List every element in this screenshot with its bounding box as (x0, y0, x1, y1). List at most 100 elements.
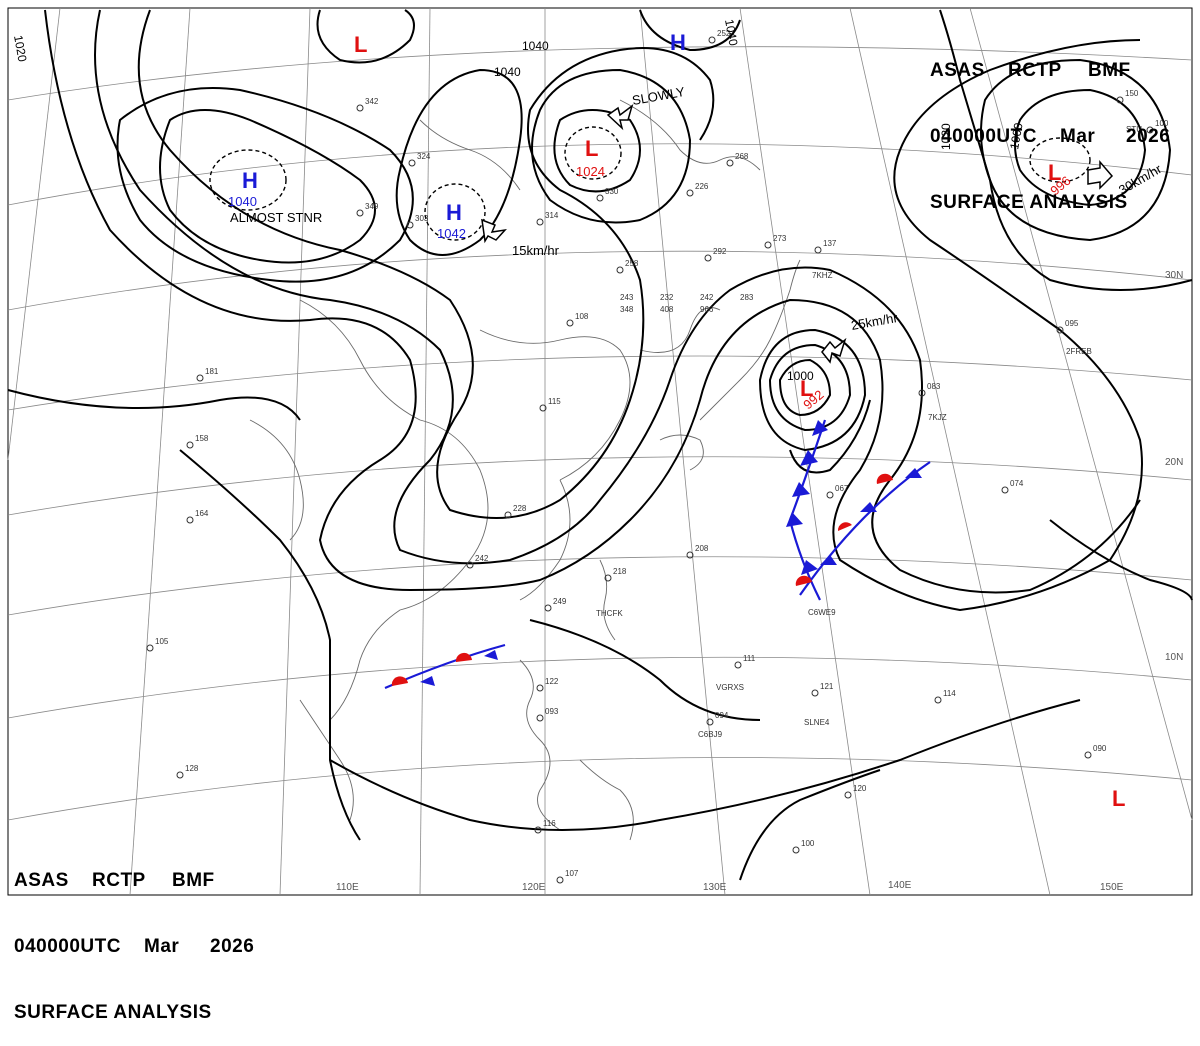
ship-id: THCFK (596, 609, 623, 618)
low-center-symbol: L (354, 32, 367, 57)
station-pressure-value: 243 (620, 293, 634, 302)
station-pressure-value: 252 (717, 29, 731, 38)
station-pressure-value: 093 (545, 707, 559, 716)
header-bottom-left: ASAS RCTP BMF 040000UTC Mar 2026 SURFACE ANA… (14, 826, 254, 1046)
isobar-labels: 1020 1040 1040 1040 1000 1020 1000 (11, 18, 1026, 383)
weather-map: 342 324 349 303 314 330 292 273 226 268 258 108 115 2… (7, 7, 1193, 896)
valid-month: Mar (1060, 126, 1096, 147)
valid-time: 040000UTC (930, 126, 1037, 147)
station-pressure-value: 094 (715, 711, 729, 720)
station-pressure-value: 105 (155, 637, 169, 646)
isobar-label: 1000 (787, 369, 814, 383)
header-top-right: ASAS RCTP BMF 040000UTC Mar 2026 SURFACE ANA… (930, 16, 1170, 236)
isobar-label: 1040 (494, 65, 521, 79)
station-pressure-value: 242 (700, 293, 714, 302)
ship-ids: 7KHZ 7KJZ 2FREB C6WE9 THCFK VGRXS C6BJ9 … (596, 125, 1142, 739)
station-pressure-value: 303 (415, 214, 429, 223)
longitude-label: 150E (1100, 882, 1124, 893)
arrow-icon (606, 104, 634, 131)
station-pressure-value: 966 (700, 305, 714, 314)
valid-year: 2026 (1126, 126, 1171, 147)
ship-id: VGRXS (716, 683, 744, 692)
longitude-label: 110E (336, 882, 359, 893)
arrow-icon (481, 218, 507, 244)
latitude-label: 30N (1165, 270, 1183, 281)
isobar-label: 1000 (1007, 121, 1025, 150)
station-pressure-value: 283 (740, 293, 754, 302)
high-center-symbol: H (446, 200, 462, 225)
station-pressure-value: 114 (943, 689, 956, 698)
station-pressure-value: 348 (620, 305, 634, 314)
analysis-title: SURFACE ANALYSIS (930, 192, 1128, 213)
valid-year: 2026 (210, 936, 255, 957)
ship-id: STU (1126, 125, 1142, 134)
isobar-label: 1040 (522, 39, 549, 53)
longitude-label: 130E (703, 882, 727, 893)
coastline (249, 99, 801, 841)
high-center-symbol: H (242, 168, 258, 193)
product-code: ASAS (14, 870, 69, 891)
station-pressure-value: 208 (695, 544, 709, 553)
station-pressure-value: 095 (1065, 319, 1079, 328)
high-center-symbol: H (670, 30, 686, 55)
graticule (7, 7, 1193, 896)
arrow-icon (1087, 159, 1114, 190)
station-pressure-value: 349 (365, 202, 379, 211)
station-pressure-value: 067 (835, 484, 849, 493)
ship-id: SLNE4 (804, 718, 830, 727)
map-frame (7, 7, 1193, 896)
station-pressure-value: 107 (565, 869, 579, 878)
station-pressure-value: 158 (195, 434, 209, 443)
station-pressure-value: 122 (545, 677, 559, 686)
motion-arrows (481, 104, 1114, 364)
station-pressure-value: 100 (1155, 119, 1169, 128)
station-code: RCTP (92, 870, 146, 891)
station-pressure-value: 330 (605, 187, 619, 196)
station-pressure-value: 111 (743, 654, 756, 663)
ship-id: 7KJZ (928, 413, 947, 422)
station-pressure-value: 258 (625, 259, 639, 268)
station-plots (146, 36, 1154, 884)
high-center-pressure: 1040 (228, 194, 257, 209)
isobar-label: 1040 (722, 18, 740, 47)
station-pressure-value: 273 (773, 234, 787, 243)
isobar-label: 1020 (939, 123, 953, 150)
station-pressure-value: 218 (613, 567, 627, 576)
isobar-label: 1020 (11, 34, 29, 63)
product-code: ASAS (930, 60, 985, 81)
low-center-symbol: L (1112, 786, 1125, 811)
high-center-pressure: 1042 (437, 226, 466, 241)
latitude-label: 20N (1165, 457, 1183, 468)
valid-time: 040000UTC (14, 936, 121, 957)
ship-id: 7KHZ (812, 271, 833, 280)
station-pressure-value: 108 (575, 312, 589, 321)
station-pressure-value: 342 (365, 97, 379, 106)
grid-labels: 110E 120E 130E 140E 150E 30N 20N 10N (336, 270, 1183, 893)
station-pressure-value: 249 (553, 597, 567, 606)
station-pressure-value: 100 (801, 839, 815, 848)
station-pressure-value: 228 (513, 504, 527, 513)
station-pressure-value: 181 (205, 367, 219, 376)
station-pressure-value: 268 (735, 152, 749, 161)
station-code: RCTP (1008, 60, 1062, 81)
station-pressure-value: 090 (1093, 744, 1107, 753)
ship-id: C6BJ9 (698, 730, 723, 739)
longitude-label: 120E (522, 882, 546, 893)
system-note: ALMOST STNR (230, 210, 322, 225)
station-pressure-value: 314 (545, 211, 559, 220)
analysis-title: SURFACE ANALYSIS (14, 1002, 212, 1023)
front-cold (786, 419, 828, 601)
station-pressure-value: 232 (660, 293, 674, 302)
station-pressure-value: 074 (1010, 479, 1024, 488)
arrow-icon (821, 337, 847, 364)
low-center-symbol: L (800, 376, 813, 401)
station-pressure-value: 226 (695, 182, 709, 191)
station-pressure-value: 242 (475, 554, 489, 563)
station-pressure-value: 408 (660, 305, 674, 314)
office-code: BMF (172, 870, 215, 891)
latitude-label: 10N (1165, 652, 1183, 663)
station-pressure-value: 164 (195, 509, 209, 518)
center-dashes (209, 126, 1091, 241)
longitude-label: 140E (888, 880, 912, 891)
station-pressure-value: 120 (853, 784, 867, 793)
